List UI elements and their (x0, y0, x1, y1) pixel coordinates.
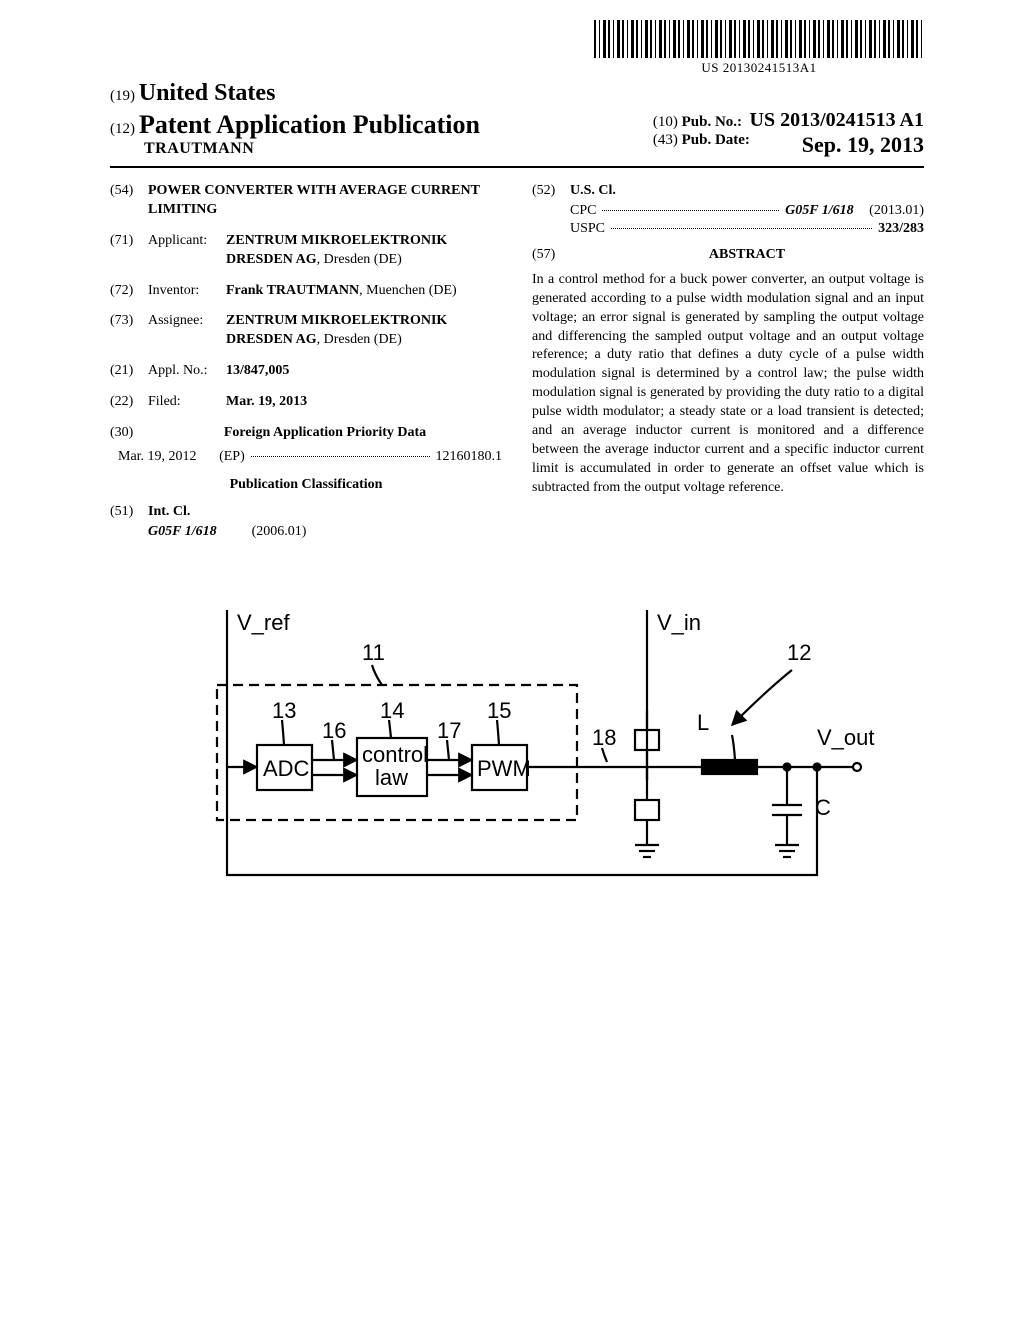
ref-14: 14 (380, 698, 404, 723)
applicant-name1: ZENTRUM MIKROELEKTRONIK (226, 233, 447, 248)
label-C: C (815, 795, 831, 820)
priority-cc: (EP) (219, 449, 245, 465)
code-22: (22) (110, 393, 148, 412)
circuit-diagram: V_ref V_in V_out L C ADC control law PWM… (110, 580, 924, 910)
code-72: (72) (110, 282, 148, 301)
intcl-year: (2006.01) (252, 524, 307, 539)
ref-12: 12 (787, 640, 811, 665)
applno-label: Appl. No.: (148, 362, 226, 381)
barcode (594, 20, 924, 58)
body-columns: (54) POWER CONVERTER WITH AVERAGE CURREN… (110, 182, 924, 540)
cpc-year: (2013.01) (869, 203, 924, 219)
ref-15: 15 (487, 698, 511, 723)
document-header: (19) United States (12) Patent Applicati… (110, 80, 924, 158)
filed-date: Mar. 19, 2013 (226, 393, 502, 412)
header-divider (110, 166, 924, 168)
uspc-value: 323/283 (878, 221, 924, 237)
pub-type: Patent Application Publication (139, 110, 480, 139)
barcode-text: US 20130241513A1 (594, 60, 924, 76)
priority-date: Mar. 19, 2012 (118, 449, 197, 465)
ref-16: 16 (322, 718, 346, 743)
code-12: (12) (110, 121, 135, 137)
right-column: (52) U.S. Cl. CPC G05F 1/618 (2013.01) U… (532, 182, 924, 540)
cpc-value: G05F 1/618 (785, 203, 854, 219)
inventor-name: Frank TRAUTMANN (226, 283, 359, 298)
ref-18: 18 (592, 725, 616, 750)
code-21: (21) (110, 362, 148, 381)
code-57: (57) (532, 247, 570, 263)
dotted-fill (602, 210, 779, 211)
inventor-label: Inventor: (148, 282, 226, 301)
country: United States (139, 80, 276, 106)
inventor-loc: , Muenchen (DE) (359, 283, 457, 298)
priority-number: 12160180.1 (436, 449, 503, 465)
label-ctrl2: law (375, 765, 408, 790)
assignee-name2: DRESDEN AG (226, 332, 317, 347)
foreign-priority-title: Foreign Application Priority Data (148, 424, 502, 443)
cpc-label: CPC (570, 203, 596, 219)
label-adc: ADC (263, 756, 310, 781)
label-ctrl1: control (362, 742, 428, 767)
applicant-loc: , Dresden (DE) (317, 252, 402, 267)
pubdate-label: Pub. Date: (682, 132, 750, 148)
ref-13: 13 (272, 698, 296, 723)
code-43: (43) (653, 132, 678, 148)
pub-number: US 2013/0241513 A1 (750, 109, 924, 131)
assignee-name1: ZENTRUM MIKROELEKTRONIK (226, 313, 447, 328)
code-71: (71) (110, 232, 148, 270)
code-51: (51) (110, 503, 148, 522)
assignee-loc: , Dresden (DE) (317, 332, 402, 347)
applicant-label: Applicant: (148, 232, 226, 270)
uspc-label: USPC (570, 221, 605, 237)
code-30: (30) (110, 424, 148, 443)
filed-label: Filed: (148, 393, 226, 412)
intcl-code: G05F 1/618 (148, 524, 217, 539)
label-vout: V_out (817, 725, 875, 750)
code-54: (54) (110, 182, 148, 220)
pub-date: Sep. 19, 2013 (802, 132, 924, 158)
label-vin: V_in (657, 610, 701, 635)
invention-title: POWER CONVERTER WITH AVERAGE CURRENT LIM… (148, 182, 502, 220)
left-column: (54) POWER CONVERTER WITH AVERAGE CURREN… (110, 182, 502, 540)
barcode-region: US 20130241513A1 (594, 20, 924, 76)
code-73: (73) (110, 312, 148, 350)
applicant-name2: DRESDEN AG (226, 252, 317, 267)
code-10: (10) (653, 114, 678, 130)
uscl-label: U.S. Cl. (570, 182, 924, 201)
ref-11: 11 (362, 640, 385, 665)
assignee-label: Assignee: (148, 312, 226, 350)
intcl-label: Int. Cl. (148, 503, 502, 522)
abstract-title: ABSTRACT (570, 247, 924, 263)
dotted-fill (251, 456, 430, 457)
label-vref: V_ref (237, 610, 290, 635)
code-19: (19) (110, 88, 135, 104)
pubclass-title: Publication Classification (110, 477, 502, 493)
label-pwm: PWM (477, 756, 531, 781)
author-name: TRAUTMANN (110, 140, 480, 158)
pubno-label: Pub. No.: (682, 114, 742, 130)
ref-17: 17 (437, 718, 461, 743)
code-52: (52) (532, 182, 570, 201)
appl-number: 13/847,005 (226, 362, 502, 381)
abstract-text: In a control method for a buck power con… (532, 271, 924, 498)
dotted-fill (611, 228, 872, 229)
label-L: L (697, 710, 709, 735)
